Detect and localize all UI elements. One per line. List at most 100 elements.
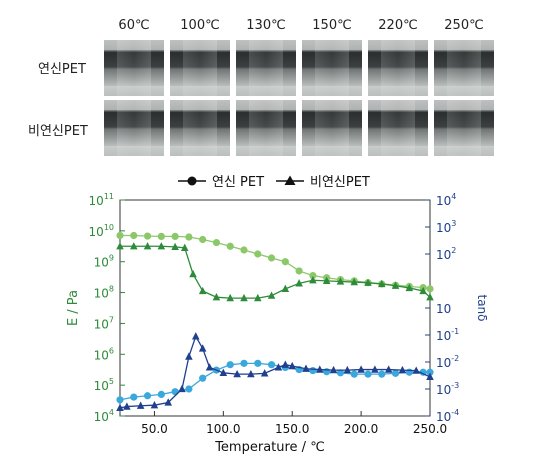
- right-y-tick-label: 10: [436, 302, 451, 316]
- data-point-triangle: [171, 242, 179, 251]
- data-point-triangle: [164, 398, 173, 406]
- data-point-circle: [171, 232, 179, 241]
- x-axis-label: Temperature / ℃: [214, 440, 325, 455]
- specimen-photo: [302, 40, 362, 96]
- data-point-triangle: [267, 291, 276, 299]
- data-point-circle: [130, 231, 138, 240]
- x-tick-label: 150.0: [275, 422, 309, 436]
- specimen-photo: [368, 100, 428, 156]
- data-point-triangle: [247, 369, 255, 378]
- right-y-tick-label: 104: [436, 192, 456, 208]
- data-point-circle: [350, 370, 358, 378]
- data-point-circle: [226, 242, 234, 250]
- data-point-triangle: [198, 344, 207, 352]
- left-y-tick-label: 108: [94, 285, 114, 301]
- data-point-circle: [116, 231, 124, 240]
- data-point-circle: [185, 233, 193, 241]
- data-point-triangle: [143, 242, 152, 250]
- data-point-circle: [254, 359, 262, 367]
- series-0: [116, 231, 434, 293]
- right-y-tick-label: 10-1: [436, 327, 459, 343]
- data-point-circle: [426, 368, 434, 376]
- data-point-circle: [157, 390, 165, 398]
- data-point-circle: [336, 369, 345, 377]
- data-point-circle: [309, 367, 317, 375]
- left-y-tick-label: 105: [94, 377, 114, 393]
- data-point-triangle: [405, 283, 414, 292]
- legend: 연신 PET 비연신PET: [178, 175, 370, 190]
- data-point-triangle: [281, 360, 290, 368]
- series-layer: [116, 231, 434, 412]
- specimen-photo: [434, 40, 494, 96]
- x-tick-label: 200.0: [344, 422, 378, 436]
- series-3: [116, 332, 434, 412]
- data-point-triangle: [398, 365, 407, 374]
- right-y-tick-label: 102: [436, 246, 456, 262]
- specimen-photo: [170, 40, 230, 96]
- axis-ticks: [120, 199, 431, 417]
- row-label-stretched: 연신PET: [38, 62, 86, 77]
- data-point-triangle: [426, 293, 434, 301]
- plot-frame: [119, 199, 431, 417]
- data-point-circle: [185, 385, 193, 393]
- data-point-triangle: [377, 279, 386, 288]
- data-point-circle: [267, 254, 276, 262]
- specimen-photo: [236, 40, 296, 96]
- data-point-triangle: [315, 365, 324, 373]
- right-y-tick-label: 10-4: [436, 408, 459, 424]
- data-point-triangle: [191, 332, 200, 340]
- data-point-triangle: [309, 276, 317, 284]
- data-point-triangle: [426, 372, 434, 380]
- data-point-circle: [391, 369, 400, 377]
- data-point-triangle: [295, 279, 303, 287]
- data-point-circle: [226, 361, 234, 369]
- axis-tick-labels: 50.0 100.0 150.0 200.0 250.0 1011 1010 109 108 10…: [89, 192, 460, 436]
- legend-circle-marker: [187, 176, 197, 186]
- data-point-triangle: [219, 368, 228, 376]
- data-point-circle: [199, 235, 207, 244]
- temperature-label: 150℃: [312, 18, 352, 33]
- left-y-tick-label: 1011: [89, 192, 114, 208]
- legend-label: 연신 PET: [212, 175, 264, 190]
- left-y-tick-label: 1010: [89, 223, 114, 239]
- data-point-triangle: [302, 364, 310, 372]
- legend-triangle-marker: [284, 175, 296, 185]
- specimen-photo: [236, 100, 296, 156]
- right-y-tick-label: 10-3: [436, 381, 459, 397]
- specimen-photo: [302, 100, 362, 156]
- series-line: [120, 245, 431, 299]
- specimen-photo: [434, 100, 494, 156]
- data-point-circle: [130, 393, 138, 401]
- x-tick-label: 50.0: [141, 422, 168, 436]
- left-y-tick-label: 107: [94, 315, 114, 331]
- row-label-unstretched: 비연신PET: [28, 124, 88, 139]
- data-point-circle: [378, 370, 386, 378]
- data-point-triangle: [357, 365, 365, 373]
- data-point-triangle: [157, 242, 166, 250]
- data-point-triangle: [288, 361, 297, 370]
- data-point-circle: [254, 250, 262, 258]
- data-point-triangle: [116, 242, 124, 250]
- data-point-triangle: [260, 369, 269, 377]
- specimen-photo: [170, 100, 230, 156]
- data-point-triangle: [343, 365, 352, 374]
- specimen-photo: [368, 40, 428, 96]
- data-point-triangle: [412, 366, 421, 374]
- data-point-triangle: [198, 286, 207, 295]
- data-point-circle: [143, 232, 152, 240]
- series-2: [116, 359, 434, 404]
- data-point-triangle: [116, 403, 124, 412]
- data-point-triangle: [205, 363, 214, 371]
- data-point-triangle: [329, 365, 338, 374]
- temperature-label: 60℃: [118, 18, 150, 33]
- data-point-circle: [171, 388, 179, 396]
- specimen-photo: [104, 100, 164, 156]
- data-point-triangle: [233, 369, 241, 378]
- right-axis-label: tanδ: [475, 294, 489, 321]
- data-point-circle: [240, 359, 248, 367]
- x-tick-label: 100.0: [206, 422, 240, 436]
- data-point-circle: [295, 267, 303, 275]
- x-tick-label: 250.0: [413, 422, 447, 436]
- left-y-tick-label: 106: [94, 346, 114, 362]
